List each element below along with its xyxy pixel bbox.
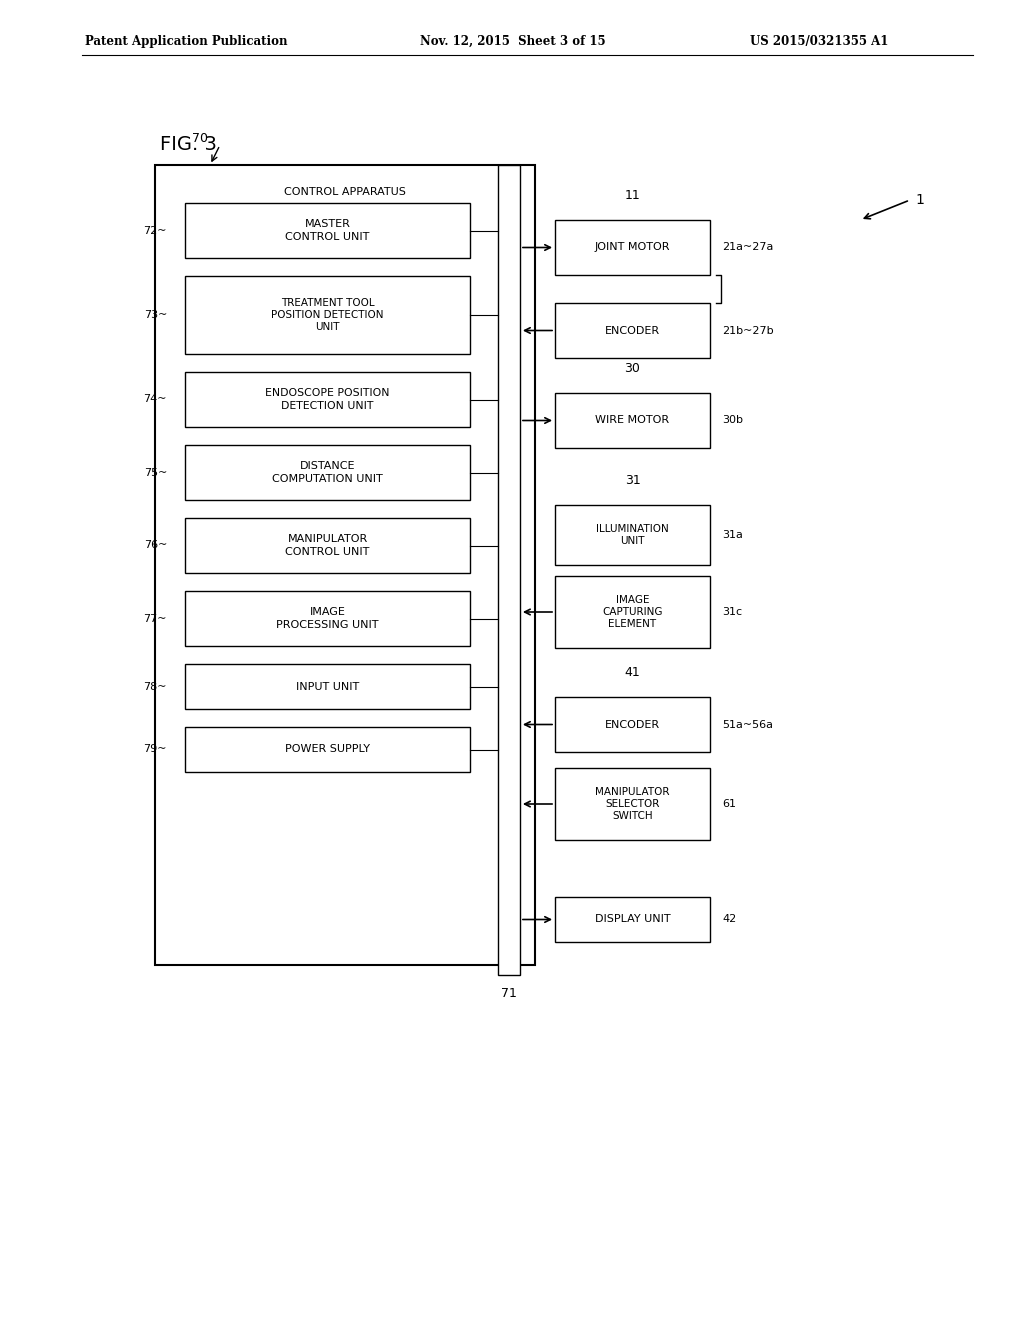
Text: FIG. 3: FIG. 3 [160, 135, 217, 154]
Text: ENDOSCOPE POSITION
DETECTION UNIT: ENDOSCOPE POSITION DETECTION UNIT [265, 388, 390, 411]
FancyBboxPatch shape [185, 517, 470, 573]
Text: Patent Application Publication: Patent Application Publication [85, 36, 288, 48]
Text: 79~: 79~ [143, 744, 167, 755]
Text: DISTANCE
COMPUTATION UNIT: DISTANCE COMPUTATION UNIT [272, 461, 383, 483]
Text: Nov. 12, 2015  Sheet 3 of 15: Nov. 12, 2015 Sheet 3 of 15 [420, 36, 605, 48]
Text: 73~: 73~ [143, 310, 167, 319]
FancyBboxPatch shape [555, 697, 710, 752]
Text: POWER SUPPLY: POWER SUPPLY [285, 744, 370, 755]
Text: 42: 42 [722, 915, 736, 924]
Text: 31c: 31c [722, 607, 742, 616]
Text: MANIPULATOR
SELECTOR
SWITCH: MANIPULATOR SELECTOR SWITCH [595, 787, 670, 821]
Text: 31a: 31a [722, 531, 742, 540]
Text: ENCODER: ENCODER [605, 326, 660, 335]
Text: 76~: 76~ [143, 540, 167, 550]
Text: 51a~56a: 51a~56a [722, 719, 773, 730]
Text: ILLUMINATION
UNIT: ILLUMINATION UNIT [596, 524, 669, 546]
FancyBboxPatch shape [555, 304, 710, 358]
Text: 41: 41 [625, 667, 640, 678]
Text: IMAGE
PROCESSING UNIT: IMAGE PROCESSING UNIT [276, 607, 379, 630]
Text: 1: 1 [915, 193, 925, 207]
FancyBboxPatch shape [185, 276, 470, 354]
FancyBboxPatch shape [185, 445, 470, 500]
Text: INPUT UNIT: INPUT UNIT [296, 681, 359, 692]
Text: 75~: 75~ [143, 467, 167, 478]
Text: 71: 71 [501, 987, 517, 1001]
FancyBboxPatch shape [185, 591, 470, 645]
FancyBboxPatch shape [555, 898, 710, 942]
Text: 78~: 78~ [143, 681, 167, 692]
Text: ENCODER: ENCODER [605, 719, 660, 730]
Text: 21a~27a: 21a~27a [722, 243, 773, 252]
FancyBboxPatch shape [555, 220, 710, 275]
Text: 31: 31 [625, 474, 640, 487]
Text: MASTER
CONTROL UNIT: MASTER CONTROL UNIT [286, 219, 370, 242]
FancyBboxPatch shape [555, 576, 710, 648]
Text: 61: 61 [722, 799, 736, 809]
Text: CONTROL APPARATUS: CONTROL APPARATUS [284, 187, 406, 197]
Text: JOINT MOTOR: JOINT MOTOR [595, 243, 671, 252]
Text: 74~: 74~ [143, 395, 167, 404]
FancyBboxPatch shape [185, 203, 470, 257]
FancyBboxPatch shape [498, 165, 520, 975]
Text: DISPLAY UNIT: DISPLAY UNIT [595, 915, 671, 924]
FancyBboxPatch shape [185, 727, 470, 772]
FancyBboxPatch shape [555, 506, 710, 565]
FancyBboxPatch shape [185, 664, 470, 709]
Text: 30: 30 [625, 362, 640, 375]
Text: 77~: 77~ [143, 614, 167, 623]
FancyBboxPatch shape [555, 768, 710, 840]
Text: 21b~27b: 21b~27b [722, 326, 773, 335]
Text: 30b: 30b [722, 416, 743, 425]
Text: 11: 11 [625, 189, 640, 202]
FancyBboxPatch shape [555, 393, 710, 447]
FancyBboxPatch shape [185, 372, 470, 426]
Text: US 2015/0321355 A1: US 2015/0321355 A1 [750, 36, 889, 48]
Text: MANIPULATOR
CONTROL UNIT: MANIPULATOR CONTROL UNIT [286, 535, 370, 557]
Text: 70: 70 [193, 132, 208, 145]
Text: 72~: 72~ [143, 226, 167, 235]
FancyBboxPatch shape [155, 165, 535, 965]
Text: IMAGE
CAPTURING
ELEMENT: IMAGE CAPTURING ELEMENT [602, 594, 663, 630]
Text: WIRE MOTOR: WIRE MOTOR [595, 416, 670, 425]
Text: TREATMENT TOOL
POSITION DETECTION
UNIT: TREATMENT TOOL POSITION DETECTION UNIT [271, 297, 384, 333]
